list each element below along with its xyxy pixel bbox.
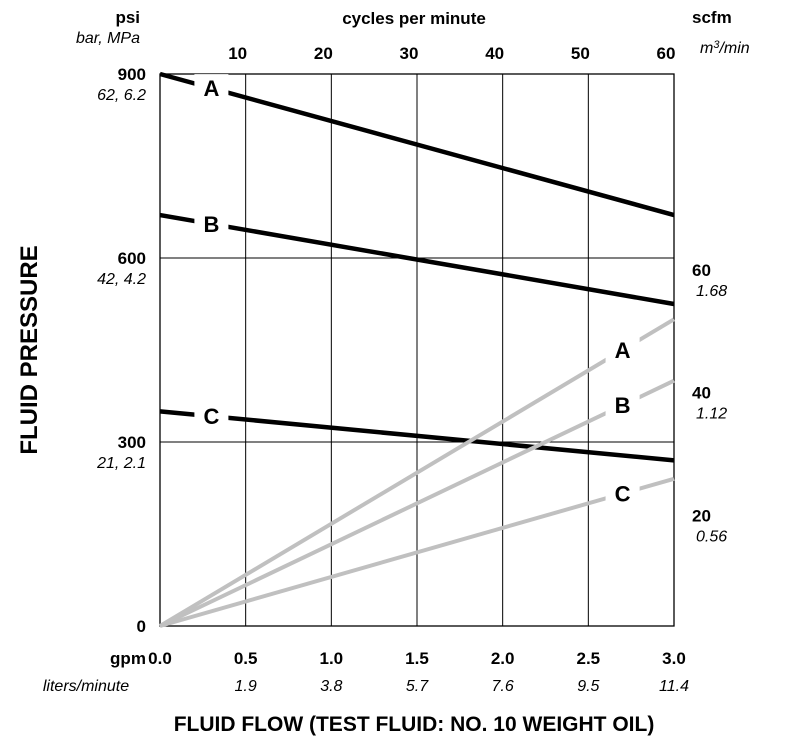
x-tick-label-metric: 9.5: [577, 678, 599, 695]
y-left-unit-metric: bar, MPa: [76, 30, 140, 47]
top-tick-label: 40: [485, 44, 504, 63]
series-line-air-consumption-c: [159, 476, 675, 628]
y-right-unit: scfm: [692, 8, 732, 27]
series-label-air-consumption-a: A: [615, 338, 631, 363]
y-left-tick-label: 0: [137, 617, 146, 636]
x-tick-label: 2.0: [491, 649, 515, 668]
series-label-gap: [194, 402, 229, 431]
y-left-tick-label: 900: [118, 65, 146, 84]
labels-layer: cycles per minute psi bar, MPa scfm m3/m…: [16, 8, 750, 736]
y-right-tick-label-metric: 1.68: [696, 283, 727, 300]
series-label-fluid-pressure-a: A: [203, 76, 219, 101]
series-line-air-consumption-a: [158, 317, 676, 628]
series-label-air-consumption-c: C: [615, 482, 631, 507]
x-unit-metric: liters/minute: [43, 678, 129, 695]
x-axis-title: FLUID FLOW (TEST FLUID: NO. 10 WEIGHT OI…: [174, 713, 655, 736]
series-label-fluid-pressure-c: C: [203, 404, 219, 429]
series-line-fluid-pressure-a: [159, 71, 675, 218]
series-label-gap: [605, 336, 640, 364]
series-line-fluid-pressure-b: [159, 212, 675, 307]
x-tick-label: 2.5: [577, 649, 601, 668]
series-label-gap: [194, 74, 229, 103]
x-tick-label-metric: 11.4: [659, 678, 689, 695]
top-tick-label: 10: [228, 44, 247, 63]
x-unit: gpm: [110, 649, 146, 668]
x-tick-label: 3.0: [662, 649, 686, 668]
top-tick-label: 20: [314, 44, 333, 63]
y-left-tick-label-metric: 21, 2.1: [96, 455, 146, 472]
top-tick-label: 60: [657, 44, 676, 63]
y-left-tick-label-metric: 62, 6.2: [97, 87, 146, 104]
y-right-tick-label-metric: 0.56: [696, 528, 727, 545]
top-axis-title: cycles per minute: [342, 9, 486, 28]
x-tick-label-metric: 1.9: [235, 678, 257, 695]
series-label-gap: [194, 209, 229, 238]
x-tick-label-metric: 5.7: [406, 678, 429, 695]
y-left-unit: psi: [115, 8, 140, 27]
x-tick-label-metric: 7.6: [492, 678, 514, 695]
y-right-unit-metric: m3/min: [700, 39, 750, 57]
top-tick-label: 50: [571, 44, 590, 63]
series-layer: [158, 71, 676, 628]
series-label-fluid-pressure-b: B: [203, 212, 219, 237]
y-left-tick-label: 600: [118, 249, 146, 268]
x-tick-label-metric: 3.8: [320, 678, 342, 695]
series-label-gap: [605, 391, 640, 420]
y-right-tick-label-metric: 1.12: [696, 406, 727, 423]
y-right-tick-label: 20: [692, 506, 711, 525]
y-right-tick-label: 40: [692, 384, 711, 403]
x-tick-label: 0.5: [234, 649, 258, 668]
series-label-air-consumption-b: B: [615, 393, 631, 418]
series-line-air-consumption-b: [159, 378, 675, 628]
series-label-gap: [605, 479, 640, 508]
x-tick-label: 1.0: [320, 649, 344, 668]
grid: [159, 73, 675, 627]
series-line-fluid-pressure-c: [159, 409, 675, 463]
x-tick-label: 0.0: [148, 649, 172, 668]
y-right-tick-label: 60: [692, 261, 711, 280]
y-axis-title: FLUID PRESSURE: [16, 245, 43, 454]
y-left-tick-label: 300: [118, 433, 146, 452]
y-left-tick-label-metric: 42, 4.2: [97, 271, 146, 288]
top-tick-label: 30: [400, 44, 419, 63]
x-tick-label: 1.5: [405, 649, 429, 668]
